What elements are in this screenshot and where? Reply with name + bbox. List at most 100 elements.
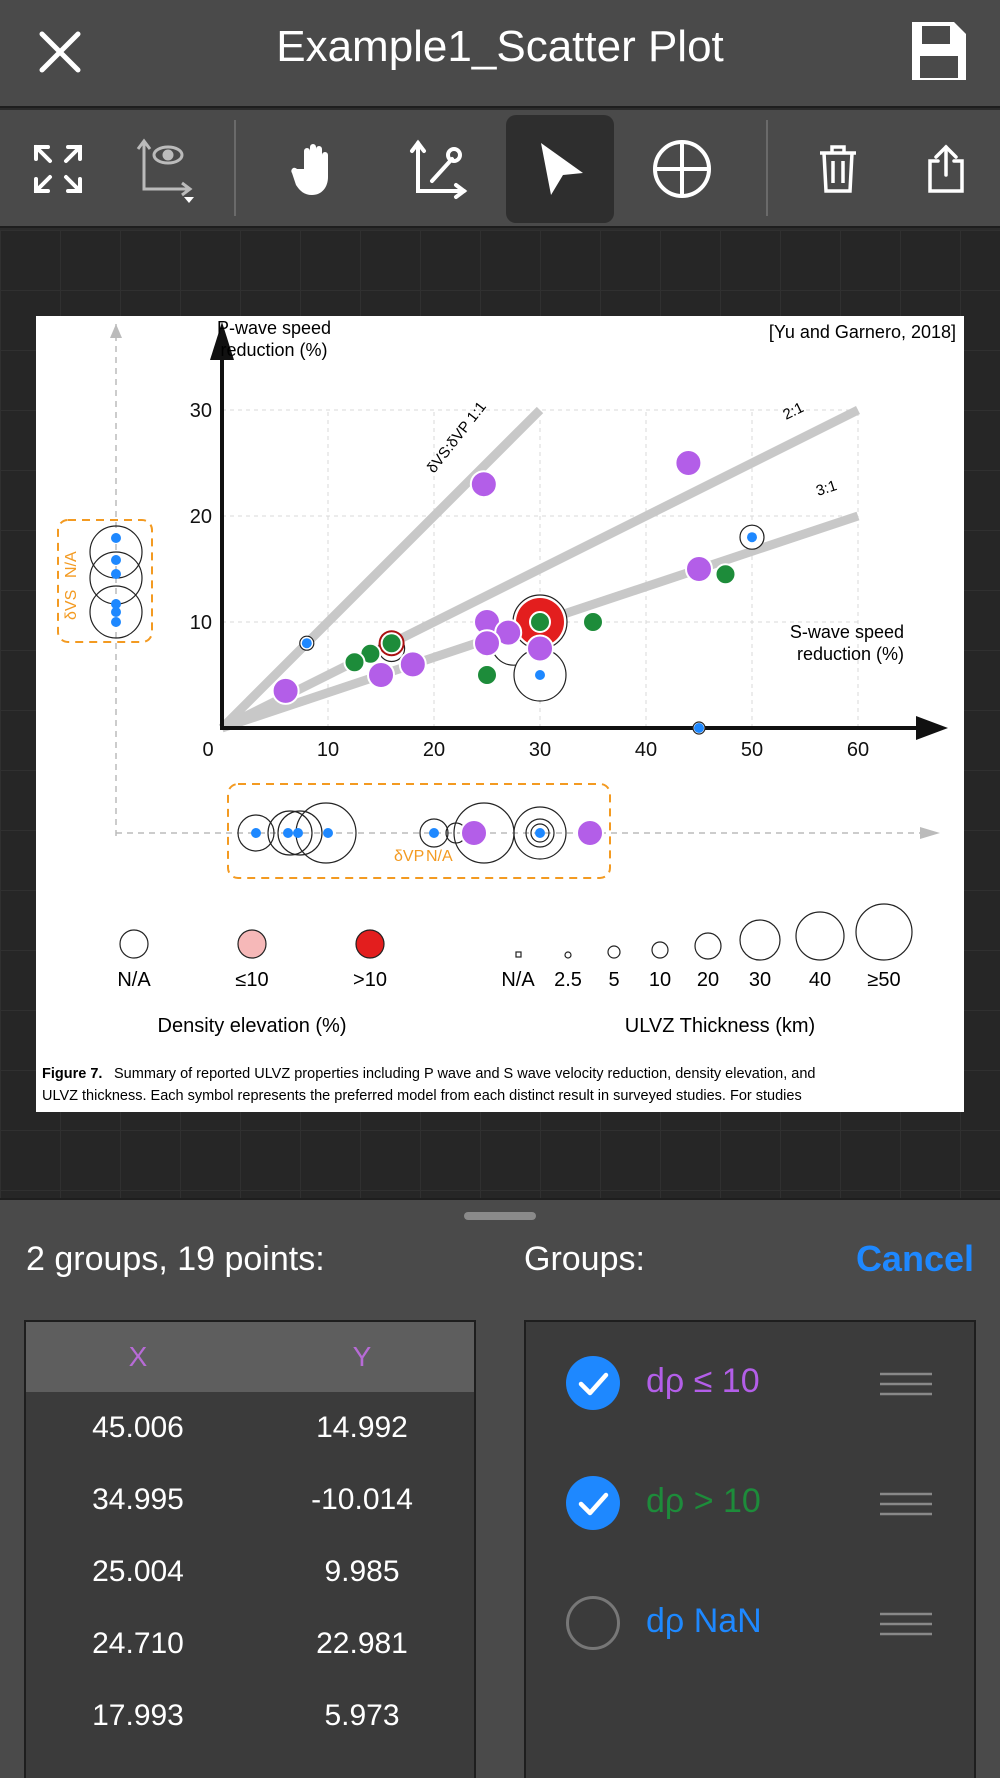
data-point[interactable] — [473, 629, 501, 658]
points-summary: 2 groups, 19 points: — [26, 1240, 325, 1278]
toolbar — [0, 110, 1000, 228]
legend-density-na — [119, 929, 149, 959]
group-item-gt10[interactable]: dρ > 10 — [526, 1456, 974, 1546]
table-row[interactable]: 17.993 5.973 — [26, 1680, 474, 1752]
dvs-na-box — [57, 519, 153, 643]
data-point[interactable] — [398, 650, 427, 679]
save-icon[interactable] — [904, 18, 970, 84]
x-tick-label: 30 — [529, 739, 551, 761]
table-row[interactable]: 34.995 -10.014 — [26, 1464, 474, 1536]
legend-label: 40 — [809, 969, 831, 991]
data-point[interactable] — [529, 611, 551, 633]
axis-settings-icon[interactable] — [384, 115, 492, 223]
x-tick-label: 50 — [741, 739, 763, 761]
legend-label: ≤10 — [235, 969, 268, 991]
legend-label: >10 — [353, 969, 387, 991]
y-axis-label: P-wave speed — [217, 318, 331, 338]
cell-x: 24.710 — [92, 1627, 184, 1660]
data-point[interactable] — [674, 449, 703, 477]
data-point[interactable] — [747, 532, 757, 543]
x-axis-label: reduction (%) — [797, 644, 904, 664]
table-header: X Y — [26, 1322, 474, 1392]
cell-x: 45.006 — [92, 1411, 184, 1444]
dvs-label: δVS — [63, 590, 80, 620]
y-axis-label: reduction (%) — [220, 340, 327, 360]
thickness-legend-title: ULVZ Thickness (km) — [625, 1015, 815, 1037]
data-point[interactable] — [526, 634, 554, 663]
cell-y: 5.973 — [324, 1699, 400, 1732]
reference-line — [218, 406, 544, 732]
data-point[interactable] — [343, 651, 366, 674]
dvp-label: δVP — [394, 848, 424, 865]
cell-y: 22.981 — [316, 1627, 408, 1660]
data-point[interactable] — [271, 676, 300, 705]
reference-line — [219, 405, 861, 733]
data-point[interactable] — [367, 661, 395, 689]
y-tick-label: 30 — [190, 400, 212, 422]
crosshair-icon[interactable] — [628, 115, 736, 223]
scatter-plot[interactable]: 0 10 20 30 40 50 60 10 20 30 P-wave speed reducti… — [36, 316, 964, 1112]
legend-label: ≥50 — [867, 969, 900, 991]
data-point[interactable] — [301, 638, 312, 649]
close-icon[interactable] — [30, 22, 90, 82]
data-point[interactable] — [714, 563, 737, 586]
legend-density-le10 — [237, 929, 267, 959]
group-item-le10[interactable]: dρ ≤ 10 — [526, 1336, 974, 1426]
cell-y: 14.992 — [316, 1411, 408, 1444]
cell-x: 25.004 — [92, 1555, 184, 1588]
bottom-sheet: 2 groups, 19 points: Groups: Cancel X Y … — [0, 1198, 1000, 1778]
data-point[interactable] — [685, 555, 713, 583]
select-pointer-icon[interactable] — [506, 115, 614, 223]
title-bar: Example1_Scatter Plot — [0, 0, 1000, 108]
points-table[interactable]: X Y 45.006 14.992 34.995 -10.014 25.004 … — [24, 1320, 476, 1778]
drag-handle-icon[interactable] — [880, 1372, 932, 1396]
legend-label: 5 — [608, 969, 619, 991]
data-point[interactable] — [469, 470, 498, 499]
data-point[interactable] — [476, 664, 498, 686]
table-row[interactable]: 25.004 9.985 — [26, 1536, 474, 1608]
pan-hand-icon[interactable] — [264, 115, 372, 223]
window-title: Example1_Scatter Plot — [276, 22, 724, 71]
drag-handle-icon[interactable] — [880, 1492, 932, 1516]
y-tick-label: 10 — [190, 612, 212, 634]
checkbox-checked-icon[interactable] — [566, 1476, 620, 1530]
checkbox-unchecked-icon[interactable] — [566, 1596, 620, 1650]
data-point[interactable] — [380, 632, 403, 655]
data-point[interactable] — [582, 611, 604, 633]
cancel-button[interactable]: Cancel — [855, 1238, 974, 1279]
axis-visibility-icon[interactable] — [112, 115, 220, 223]
drag-handle-icon[interactable] — [880, 1612, 932, 1636]
cell-x: 17.993 — [92, 1699, 184, 1732]
table-row[interactable]: 45.006 14.992 — [26, 1392, 474, 1464]
na-vs-label: N/A — [63, 551, 80, 578]
expand-icon[interactable] — [4, 115, 112, 223]
group-label: dρ ≤ 10 — [646, 1362, 760, 1400]
legend-label: 20 — [697, 969, 719, 991]
column-header-x: X — [128, 1341, 148, 1372]
caption-label: Figure 7. — [42, 1066, 102, 1082]
citation: [Yu and Garnero, 2018] — [769, 322, 956, 342]
density-legend-title: Density elevation (%) — [158, 1015, 347, 1037]
groups-title: Groups: — [524, 1240, 645, 1278]
data-point[interactable] — [694, 723, 704, 733]
table-row[interactable]: 24.710 22.981 — [26, 1608, 474, 1680]
sheet-drag-handle[interactable] — [464, 1212, 536, 1220]
group-item-nan[interactable]: dρ NaN — [526, 1576, 974, 1666]
column-header-y: Y — [352, 1341, 372, 1372]
canvas-area[interactable]: 0 10 20 30 40 50 60 10 20 30 P-wave speed reducti… — [0, 230, 1000, 1198]
group-label: dρ NaN — [646, 1602, 762, 1640]
legend-label: 2.5 — [554, 969, 582, 991]
trash-icon[interactable] — [784, 115, 892, 223]
groups-list[interactable]: dρ ≤ 10 dρ > 10 dρ NaN — [524, 1320, 976, 1778]
x-axis-label: S-wave speed — [790, 622, 904, 642]
share-icon[interactable] — [892, 115, 1000, 223]
checkbox-checked-icon[interactable] — [566, 1356, 620, 1410]
cell-y: 9.985 — [324, 1555, 400, 1588]
cell-y: -10.014 — [311, 1483, 413, 1516]
legend-label: N/A — [501, 969, 535, 991]
ref-line-label-2-1: 2:1 — [780, 399, 806, 423]
legend-label: 10 — [649, 969, 671, 991]
data-point[interactable] — [535, 670, 545, 680]
figure-image[interactable]: 0 10 20 30 40 50 60 10 20 30 P-wave speed reducti… — [36, 316, 964, 1112]
na-vp-label: N/A — [426, 848, 453, 865]
